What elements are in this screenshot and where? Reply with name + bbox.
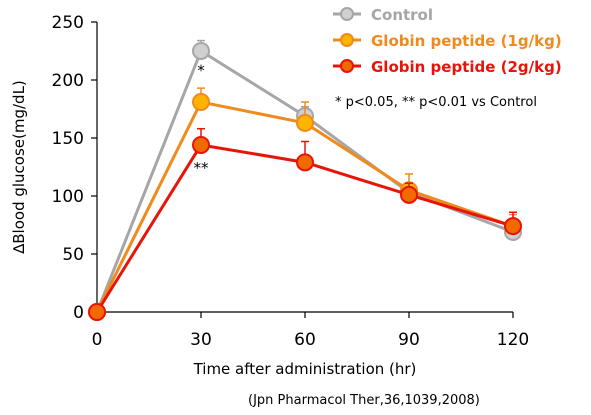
y-tick-label: 200: [52, 71, 84, 91]
data-point: [296, 113, 314, 132]
significance-note: * p<0.05, ** p<0.01 vs Control: [335, 95, 537, 110]
series-2: [88, 87, 522, 321]
data-point: [504, 217, 522, 236]
legend-item: Globin peptide (1g/kg): [333, 32, 562, 50]
y-tick-label: 100: [52, 187, 84, 207]
legend-label: Control: [371, 6, 433, 24]
legend-label: Globin peptide (1g/kg): [371, 32, 562, 50]
significance-marker: *: [197, 61, 205, 79]
y-tick-label: 250: [52, 13, 84, 33]
x-tick-label: 120: [497, 330, 529, 350]
y-tick-label: 150: [52, 129, 84, 149]
x-tick-label: 60: [294, 330, 316, 350]
data-point: [192, 42, 210, 60]
legend-item: Globin peptide (2g/kg): [333, 58, 562, 76]
series-line: [95, 49, 514, 313]
x-tick-label: 0: [92, 330, 103, 350]
legend-label: Globin peptide (2g/kg): [371, 58, 562, 76]
annotation-layer: ***: [194, 61, 210, 176]
source-citation: (Jpn Pharmacol Ther,36,1039,2008): [248, 393, 480, 408]
y-tick-label: 0: [73, 303, 84, 323]
data-point: [296, 153, 314, 172]
data-point: [192, 93, 210, 112]
x-tick-label: 90: [398, 330, 420, 350]
x-ticks: 0 30 60 90 120: [92, 312, 529, 350]
legend-swatch-marker: [340, 7, 354, 21]
legend-swatch-marker: [340, 33, 354, 47]
significance-marker: **: [194, 159, 210, 177]
x-axis-label: Time after administration (hr): [193, 360, 417, 378]
y-ticks: 0 50 100 150 200 250: [52, 13, 97, 323]
legend-swatch-marker: [340, 59, 354, 73]
data-point: [400, 185, 418, 204]
series-layer: [88, 39, 522, 321]
legend-item: Control: [333, 6, 433, 24]
y-axis-label: ∆Blood glucose(mg/dL): [10, 80, 28, 255]
data-point: [88, 303, 106, 321]
y-tick-label: 50: [62, 245, 84, 265]
legend: Control Globin peptide (1g/kg) Globin pept…: [333, 6, 562, 76]
series-1: [88, 39, 522, 321]
series-3: [88, 127, 522, 321]
x-tick-label: 30: [190, 330, 212, 350]
data-point: [192, 135, 210, 154]
